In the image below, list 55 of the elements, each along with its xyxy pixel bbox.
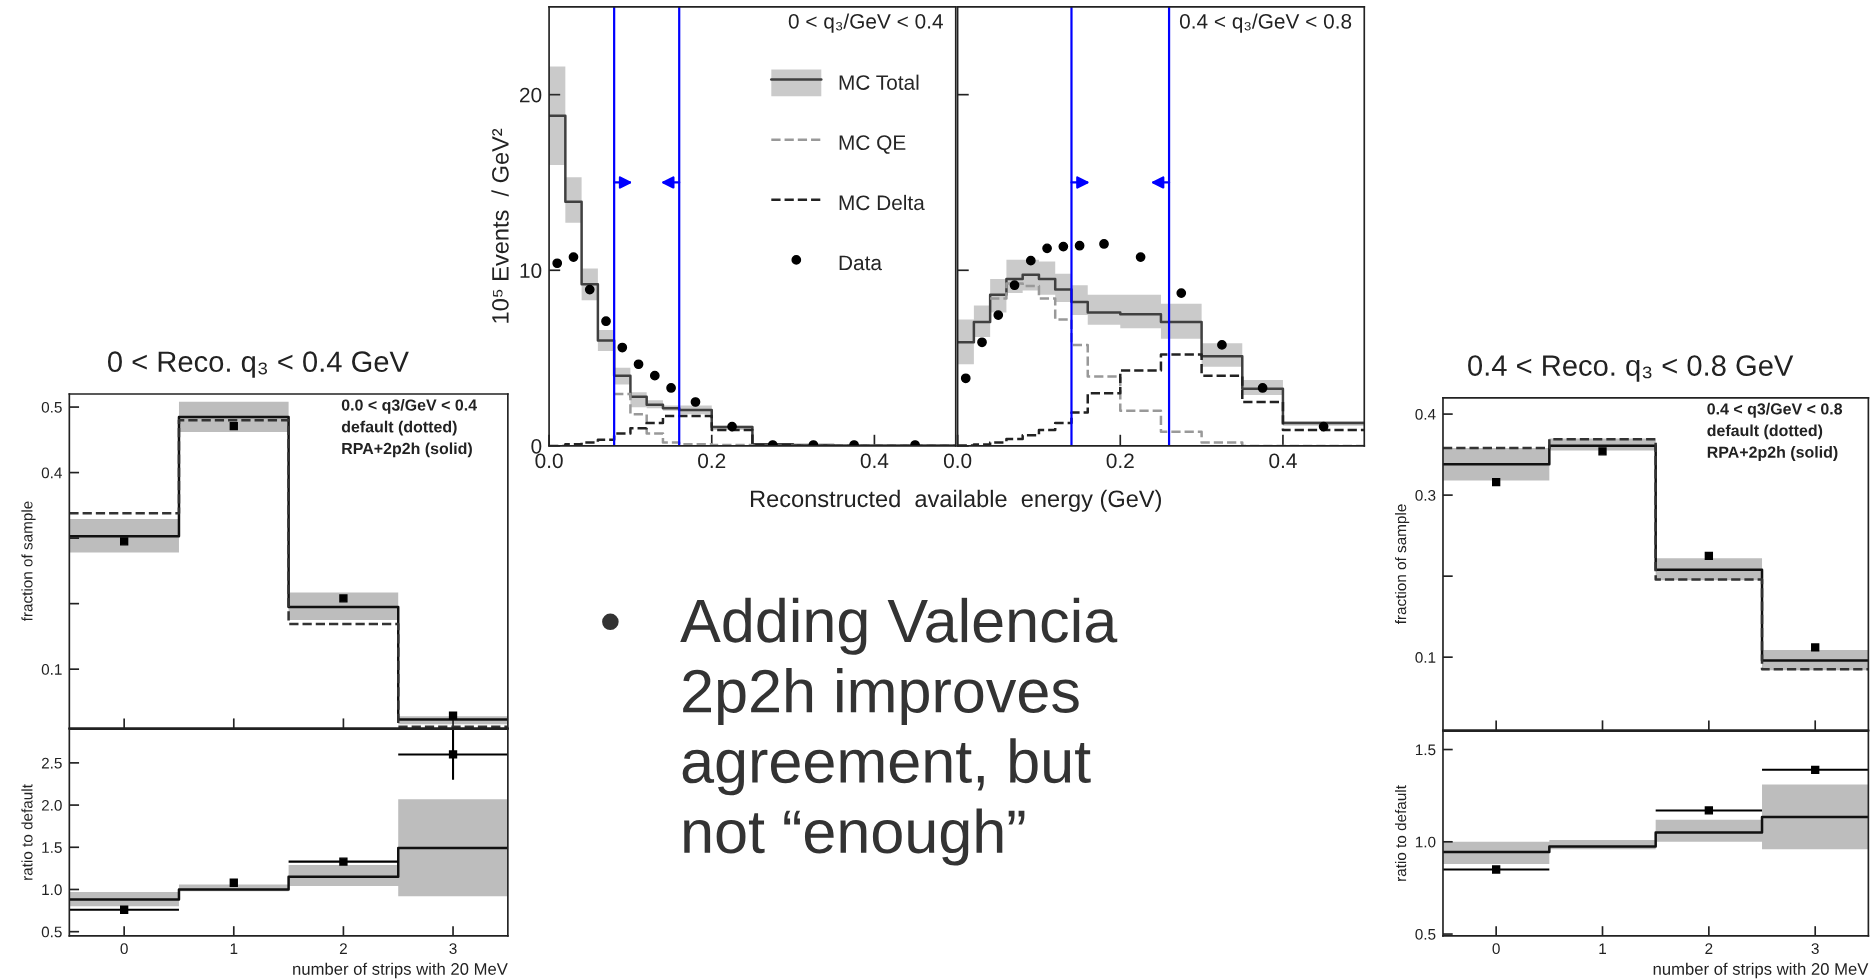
chart-title: 0 < Reco. q₃ < 0.4 GeV xyxy=(107,351,409,378)
text: Adding Valencia 2p2h improves agreement, but not “enough” xyxy=(680,597,1118,866)
y-tick-label: 0.1 xyxy=(1415,652,1436,663)
y-axis-title: ratio to default xyxy=(21,784,33,880)
x-tick-label: 0.0 xyxy=(535,453,563,469)
x-axis-title: Reconstructed available energy (GeV) xyxy=(750,489,1161,512)
chart-title: 0.4 < Reco. q₃ < 0.8 GeV xyxy=(1468,355,1794,382)
y-tick-label: 0.5 xyxy=(1415,928,1436,940)
y-tick-label: 20 xyxy=(520,87,542,103)
annotation: 0 < q₃/GeV < 0.4 xyxy=(788,13,943,33)
legend-label: MC Delta xyxy=(839,194,925,211)
text: • xyxy=(602,613,619,631)
x-tick-label: 0.4 xyxy=(1269,453,1297,469)
y-tick-label: 0.4 xyxy=(41,467,62,479)
x-tick-label: 3 xyxy=(1811,943,1819,955)
y-tick-label: 2.0 xyxy=(41,799,62,811)
annotation: RPA+2p2h (solid) xyxy=(1707,446,1838,461)
x-tick-label: 2 xyxy=(339,943,347,954)
x-tick-label: 3 xyxy=(449,943,457,955)
x-tick-label: 0.0 xyxy=(943,453,972,469)
annotation: RPA+2p2h (solid) xyxy=(342,442,472,458)
x-tick-label: 0.2 xyxy=(698,453,726,469)
annotation: 0.4 < q3/GeV < 0.8 xyxy=(1707,402,1843,418)
y-axis-title: 10⁵ Events / GeV² xyxy=(491,128,509,323)
x-tick-label: 0 xyxy=(120,943,128,955)
y-axis-title: fraction of sample xyxy=(21,501,36,622)
y-tick-label: 1.0 xyxy=(1415,836,1436,848)
x-tick-label: 0.2 xyxy=(1106,453,1134,469)
y-axis-title: fraction of sample xyxy=(1395,504,1410,625)
x-axis-title: number of strips with 20 MeV xyxy=(1653,962,1869,979)
legend-label: Data xyxy=(839,255,882,271)
y-axis-title: ratio to default xyxy=(1395,785,1407,881)
y-tick-label: 1.5 xyxy=(42,842,62,853)
y-tick-label: 0.3 xyxy=(1415,489,1436,501)
x-tick-label: 2 xyxy=(1705,943,1713,954)
y-tick-label: 0 xyxy=(531,438,542,454)
legend-label: MC Total xyxy=(839,74,919,90)
x-axis-title: number of strips with 20 MeV xyxy=(293,962,508,979)
y-tick-label: 0.4 xyxy=(1415,408,1436,420)
annotation: default (dotted) xyxy=(1707,424,1823,440)
y-tick-label: 1.5 xyxy=(1415,744,1436,756)
y-tick-label: 1.0 xyxy=(42,884,62,896)
legend-label: MC QE xyxy=(839,135,906,154)
y-tick-label: 10 xyxy=(520,263,542,279)
x-tick-label: 0 xyxy=(1492,943,1500,955)
annotation: 0.4 < q₃/GeV < 0.8 xyxy=(1179,13,1352,33)
annotation: default (dotted) xyxy=(341,420,457,436)
x-tick-label: 1 xyxy=(1599,943,1607,954)
x-tick-label: 1 xyxy=(230,943,238,954)
y-tick-label: 0.1 xyxy=(41,664,62,675)
x-tick-label: 0.4 xyxy=(860,453,889,469)
y-tick-label: 0.5 xyxy=(41,926,62,938)
y-tick-label: 2.5 xyxy=(41,757,62,769)
y-tick-label: 0.5 xyxy=(41,401,62,413)
annotation: 0.0 < q3/GeV < 0.4 xyxy=(341,398,477,414)
